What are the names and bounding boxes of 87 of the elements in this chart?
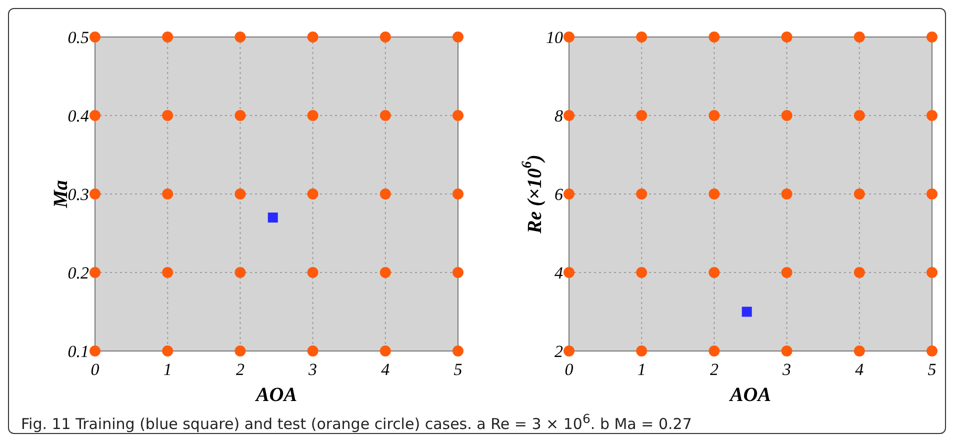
point (380, 110, 391, 121)
point (452, 32, 464, 42)
point (452, 188, 464, 200)
point (926, 110, 938, 121)
x-tick-label: 4 (381, 360, 390, 380)
x-axis-title: AOA (728, 384, 772, 406)
x-tick-label: 2 (236, 360, 245, 380)
point (636, 188, 648, 200)
point (162, 267, 174, 278)
x-tick-label: 5 (928, 360, 936, 380)
point (564, 32, 574, 42)
x-axis-title: AOA (254, 384, 298, 406)
x-tick-label: 0 (564, 360, 574, 380)
point (234, 346, 246, 356)
point (564, 346, 574, 356)
point (307, 110, 318, 121)
point (708, 110, 720, 121)
point (90, 188, 100, 200)
point (234, 188, 246, 200)
point (708, 346, 720, 356)
point (564, 110, 574, 121)
y-tick-label: 6 (554, 185, 564, 204)
point (636, 32, 648, 42)
point (742, 306, 752, 317)
x-tick-label: 1 (163, 360, 172, 380)
point (636, 267, 648, 278)
point (781, 267, 792, 278)
point (636, 110, 648, 121)
point (854, 267, 865, 278)
point (162, 32, 174, 42)
x-tick-label: 4 (855, 360, 864, 380)
point (380, 32, 391, 42)
point (90, 267, 100, 278)
point (234, 32, 246, 42)
point (234, 267, 246, 278)
x-tick-label: 1 (637, 360, 646, 380)
point (926, 267, 938, 278)
point (708, 267, 720, 278)
point (926, 188, 938, 200)
y-tick-label: 2 (554, 342, 564, 362)
point (307, 267, 318, 278)
point (162, 110, 174, 121)
point (307, 32, 318, 42)
y-tick-label: 0.1 (68, 342, 89, 362)
point (380, 346, 391, 356)
x-tick-label: 2 (710, 360, 719, 380)
point (452, 346, 464, 356)
point (162, 188, 174, 200)
point (854, 188, 865, 200)
y-tick-label: 0.4 (68, 106, 90, 126)
point (268, 212, 278, 223)
point (307, 346, 318, 356)
point (854, 110, 865, 121)
point (708, 32, 720, 42)
x-tick-label: 3 (308, 360, 318, 380)
point (307, 188, 318, 200)
y-tick-label: 0.3 (68, 185, 89, 204)
y-tick-label: 0.2 (68, 264, 90, 283)
x-tick-label: 3 (782, 360, 792, 380)
point (926, 346, 938, 356)
point (781, 110, 792, 121)
point (90, 110, 100, 121)
y-tick-label: 8 (554, 106, 564, 126)
x-tick-label: 0 (90, 360, 100, 380)
point (781, 188, 792, 200)
point (781, 346, 792, 356)
y-tick-label: 10 (546, 28, 564, 48)
x-tick-label: 5 (454, 360, 462, 380)
point (564, 267, 574, 278)
y-tick-label: 0.5 (68, 28, 89, 48)
point (854, 32, 865, 42)
point (708, 188, 720, 200)
point (90, 32, 100, 42)
point (564, 188, 574, 200)
point (854, 346, 865, 356)
point (162, 346, 174, 356)
point (380, 188, 391, 200)
point (926, 32, 938, 42)
point (234, 110, 246, 121)
point (781, 32, 792, 42)
point (452, 267, 464, 278)
point (90, 346, 100, 356)
point (636, 346, 648, 356)
point (452, 110, 464, 121)
y-tick-label: 4 (554, 264, 564, 283)
caption: Fig. 11 Training (blue square) and test (orange circle) cases. a Re = 3 × 10$^{6}$. b Ma = 0.27 (20, 411, 693, 433)
point (380, 267, 391, 278)
